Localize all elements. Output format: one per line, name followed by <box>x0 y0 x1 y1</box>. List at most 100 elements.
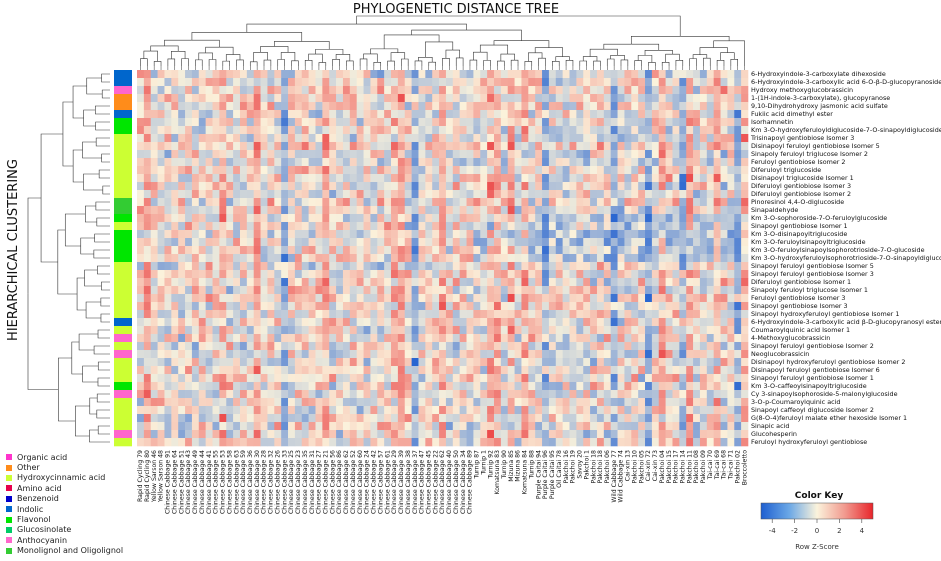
heatmap-cell <box>576 318 584 327</box>
heatmap-cell <box>233 118 241 127</box>
heatmap-cell <box>281 190 289 199</box>
heatmap-cell <box>686 238 694 247</box>
heatmap-cell <box>185 270 193 279</box>
heatmap-cell <box>336 246 344 255</box>
heatmap-cell <box>631 422 639 431</box>
heatmap-cell <box>638 390 646 399</box>
heatmap-cell <box>720 438 728 447</box>
heatmap-cell <box>645 110 653 119</box>
heatmap-cell <box>576 206 584 215</box>
heatmap-cell <box>432 70 440 79</box>
heatmap-cell <box>548 230 557 239</box>
heatmap-cell <box>143 230 152 239</box>
heatmap-cell <box>658 406 666 415</box>
heatmap-cell <box>624 246 632 255</box>
row-class-cell <box>114 382 132 391</box>
heatmap-cell <box>274 86 282 95</box>
heatmap-cell <box>137 374 145 383</box>
heatmap-cell <box>679 150 687 159</box>
heatmap-cell <box>562 150 570 159</box>
heatmap-cell <box>569 422 577 431</box>
heatmap-cell <box>583 398 591 407</box>
heatmap-cell <box>267 150 275 159</box>
heatmap-cell <box>596 334 605 343</box>
heatmap-cell <box>645 102 653 111</box>
heatmap-cell <box>171 318 179 327</box>
heatmap-cell <box>720 118 728 127</box>
heatmap-cell <box>370 110 378 119</box>
heatmap-cell <box>610 294 618 303</box>
heatmap-cell <box>693 286 701 295</box>
column-label: Pakchoi 16 <box>563 450 570 484</box>
heatmap-cell <box>645 382 653 391</box>
heatmap-cell <box>363 406 371 415</box>
heatmap-cell <box>239 262 248 271</box>
heatmap-cell <box>281 174 289 183</box>
heatmap-cell <box>349 222 357 231</box>
heatmap-cell <box>425 366 433 375</box>
heatmap-cell <box>336 286 344 295</box>
heatmap-cell <box>473 222 481 231</box>
heatmap-cell <box>473 86 481 95</box>
heatmap-cell <box>377 302 385 311</box>
heatmap-cell <box>308 278 316 287</box>
heatmap-cell <box>734 438 742 447</box>
heatmap-cell <box>713 358 721 367</box>
heatmap-cell <box>178 326 186 335</box>
column-label: Chinese Cabbage 37 <box>412 450 419 514</box>
heatmap-cell <box>274 318 282 327</box>
heatmap-cell <box>452 398 460 407</box>
heatmap-cell <box>322 246 330 255</box>
heatmap-cell <box>226 238 234 247</box>
legend-label: Benzenoid <box>17 494 59 504</box>
heatmap-cell <box>356 302 364 311</box>
heatmap-cell <box>617 262 625 271</box>
heatmap-cell <box>645 78 653 87</box>
heatmap-cell <box>301 142 309 151</box>
heatmap-cell <box>651 110 660 119</box>
heatmap-cell <box>542 406 550 415</box>
heatmap-cell <box>645 198 653 207</box>
heatmap-cell <box>734 334 742 343</box>
heatmap-cell <box>370 294 378 303</box>
heatmap-cell <box>315 374 323 383</box>
heatmap-cell <box>404 126 412 135</box>
heatmap-cell <box>459 158 467 167</box>
heatmap-cell <box>157 430 165 439</box>
heatmap-cell <box>569 182 577 191</box>
heatmap-cell <box>315 422 323 431</box>
heatmap-cell <box>603 342 611 351</box>
heatmap-cell <box>466 430 474 439</box>
column-label: Pakchoi 15 <box>666 450 673 484</box>
heatmap-cell <box>315 238 323 247</box>
heatmap-cell <box>590 302 598 311</box>
heatmap-cell <box>452 278 460 287</box>
heatmap-cell <box>638 94 646 103</box>
heatmap-cell <box>164 190 172 199</box>
heatmap-cell <box>219 190 227 199</box>
heatmap-cell <box>624 358 632 367</box>
heatmap-cell <box>336 262 344 271</box>
heatmap-cell <box>308 102 316 111</box>
heatmap-cell <box>315 230 323 239</box>
heatmap-cell <box>363 254 371 263</box>
heatmap-cell <box>198 94 206 103</box>
heatmap-cell <box>452 374 460 383</box>
heatmap-cell <box>569 262 577 271</box>
heatmap-cell <box>500 238 509 247</box>
heatmap-cell <box>164 334 172 343</box>
color-key-tick: -2 <box>791 527 798 535</box>
heatmap-cell <box>665 390 673 399</box>
heatmap-cell <box>590 166 598 175</box>
heatmap-cell <box>246 326 255 335</box>
heatmap-cell <box>459 198 467 207</box>
heatmap-cell <box>590 422 598 431</box>
heatmap-cell <box>514 414 522 423</box>
heatmap-cell <box>487 430 495 439</box>
heatmap-cell <box>150 382 158 391</box>
heatmap-cell <box>528 414 536 423</box>
heatmap-cell <box>397 134 406 143</box>
heatmap-cell <box>487 358 495 367</box>
heatmap-cell <box>693 270 701 279</box>
heatmap-cell <box>528 270 536 279</box>
